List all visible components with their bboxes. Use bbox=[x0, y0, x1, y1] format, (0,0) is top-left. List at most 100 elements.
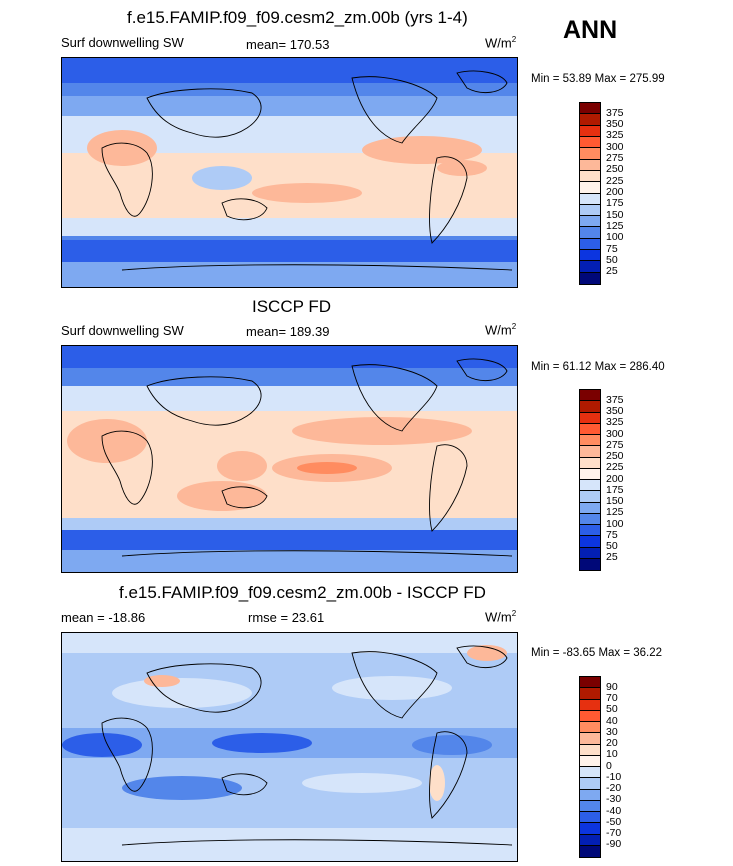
colorbar-box bbox=[580, 834, 600, 846]
colorbar-box bbox=[580, 480, 600, 492]
colorbar-box bbox=[580, 688, 600, 700]
panel2-map bbox=[61, 345, 518, 573]
colorbar-tick-label: -40 bbox=[606, 804, 622, 817]
colorbar-box bbox=[580, 812, 600, 824]
colorbar-tick-label: 40 bbox=[606, 714, 618, 727]
colorbar-box bbox=[580, 491, 600, 503]
colorbar-tick-label: -10 bbox=[606, 770, 622, 783]
colorbar-tick-label: 100 bbox=[606, 231, 624, 244]
colorbar-box bbox=[580, 744, 600, 756]
colorbar-tick-label: 100 bbox=[606, 517, 624, 530]
colorbar-box bbox=[580, 261, 600, 273]
colorbar-tick-label: -30 bbox=[606, 793, 622, 806]
colorbar-tick-label: 300 bbox=[606, 427, 624, 440]
colorbar-tick-label: -50 bbox=[606, 815, 622, 828]
colorbar-box bbox=[580, 446, 600, 458]
colorbar-box bbox=[580, 216, 600, 228]
panel3-colorbar bbox=[579, 676, 601, 858]
panel2-title: ISCCP FD bbox=[252, 297, 332, 316]
colorbar-tick-label: 325 bbox=[606, 129, 624, 142]
colorbar-box bbox=[580, 250, 600, 262]
colorbar-box bbox=[580, 390, 600, 402]
colorbar-box bbox=[580, 468, 600, 480]
colorbar-box bbox=[580, 710, 600, 722]
panel3-mean-label: mean = -18.86 bbox=[61, 610, 146, 625]
colorbar-box bbox=[580, 699, 600, 711]
panel3-colorbar-labels: 90 70 50 40 30 20 10 0 -10 -20 -30 -40 -50 -70 -90 bbox=[606, 676, 646, 856]
colorbar-tick-label: 350 bbox=[606, 118, 624, 131]
colorbar-box bbox=[580, 823, 600, 835]
colorbar-box bbox=[580, 502, 600, 514]
colorbar-tick-label: 25 bbox=[606, 265, 618, 278]
colorbar-tick-label: 375 bbox=[606, 393, 624, 406]
colorbar-tick-label: -20 bbox=[606, 782, 622, 794]
colorbar-tick-label: -90 bbox=[606, 838, 622, 851]
colorbar-tick-label: 200 bbox=[606, 186, 624, 198]
colorbar-box bbox=[580, 193, 600, 205]
colorbar-box bbox=[580, 272, 600, 284]
colorbar-box bbox=[580, 547, 600, 559]
colorbar-box bbox=[580, 148, 600, 160]
panel1-map bbox=[61, 57, 518, 288]
colorbar-box bbox=[580, 125, 600, 137]
colorbar-tick-label: 20 bbox=[606, 737, 618, 749]
colorbar-tick-label: 150 bbox=[606, 208, 624, 221]
colorbar-box bbox=[580, 435, 600, 447]
colorbar-box bbox=[580, 733, 600, 745]
colorbar-tick-label: 275 bbox=[606, 438, 624, 451]
colorbar-box bbox=[580, 845, 600, 857]
colorbar-tick-label: 90 bbox=[606, 680, 618, 693]
panel3-rmse-label: rmse = 23.61 bbox=[248, 610, 325, 625]
panel2-units: W/m2 bbox=[485, 322, 517, 338]
colorbar-box bbox=[580, 778, 600, 790]
colorbar-tick-label: 0 bbox=[606, 759, 612, 772]
colorbar-box bbox=[580, 170, 600, 183]
panel3-title: f.e15.FAMIP.f09_f09.cesm2_zm.00b - ISCCP… bbox=[119, 583, 486, 602]
panel1-variable-label: Surf downwelling SW bbox=[61, 35, 184, 50]
colorbar-tick-label: 225 bbox=[606, 461, 624, 474]
colorbar-box bbox=[580, 401, 600, 413]
colorbar-box bbox=[580, 525, 600, 537]
colorbar-tick-label: 125 bbox=[606, 219, 624, 232]
colorbar-tick-label: 225 bbox=[606, 174, 624, 187]
colorbar-box bbox=[580, 789, 600, 801]
colorbar-box bbox=[580, 238, 600, 251]
colorbar-box bbox=[580, 558, 600, 570]
colorbar-tick-label: 50 bbox=[606, 703, 618, 716]
colorbar-tick-label: 175 bbox=[606, 197, 624, 210]
colorbar-tick-label: 10 bbox=[606, 748, 618, 761]
panel2-colorbar-labels: 375 350 325 300 275 250 225 200 175 150 125 100 75 50… bbox=[606, 389, 646, 569]
panel1-title: f.e15.FAMIP.f09_f09.cesm2_zm.00b (yrs 1-… bbox=[127, 8, 468, 27]
colorbar-box bbox=[580, 159, 600, 171]
panel1-colorbar-labels: 375 350 325 300 275 250 225 200 175 150 125 100 75 50… bbox=[606, 102, 646, 283]
colorbar-tick-label: 250 bbox=[606, 163, 624, 176]
colorbar-box bbox=[580, 513, 600, 525]
colorbar-tick-label: 50 bbox=[606, 253, 618, 266]
colorbar-tick-label: 175 bbox=[606, 483, 624, 496]
colorbar-box bbox=[580, 227, 600, 239]
colorbar-tick-label: 25 bbox=[606, 551, 618, 564]
colorbar-tick-label: 350 bbox=[606, 405, 624, 417]
panel1-colorbar bbox=[579, 102, 601, 285]
colorbar-tick-label: 75 bbox=[606, 528, 618, 541]
colorbar-tick-label: 375 bbox=[606, 106, 624, 119]
panel2-minmax: Min = 61.12 Max = 286.40 bbox=[531, 361, 665, 373]
colorbar-tick-label: 70 bbox=[606, 692, 618, 704]
colorbar-box bbox=[580, 204, 600, 217]
panel2-colorbar bbox=[579, 389, 601, 571]
colorbar-box bbox=[580, 800, 600, 812]
colorbar-tick-label: 150 bbox=[606, 495, 624, 507]
colorbar-box bbox=[580, 767, 600, 779]
colorbar-tick-label: 75 bbox=[606, 242, 618, 255]
panel3-units: W/m2 bbox=[485, 609, 517, 625]
colorbar-box bbox=[580, 182, 600, 194]
colorbar-tick-label: 200 bbox=[606, 472, 624, 485]
panel3-map bbox=[61, 632, 518, 862]
panel1-minmax: Min = 53.89 Max = 275.99 bbox=[531, 73, 665, 85]
colorbar-box bbox=[580, 423, 600, 435]
colorbar-box bbox=[580, 457, 600, 469]
panel2-variable-label: Surf downwelling SW bbox=[61, 323, 184, 338]
colorbar-tick-label: 275 bbox=[606, 152, 624, 165]
colorbar-tick-label: 300 bbox=[606, 140, 624, 153]
panel1-mean-label: mean= 170.53 bbox=[246, 37, 330, 52]
